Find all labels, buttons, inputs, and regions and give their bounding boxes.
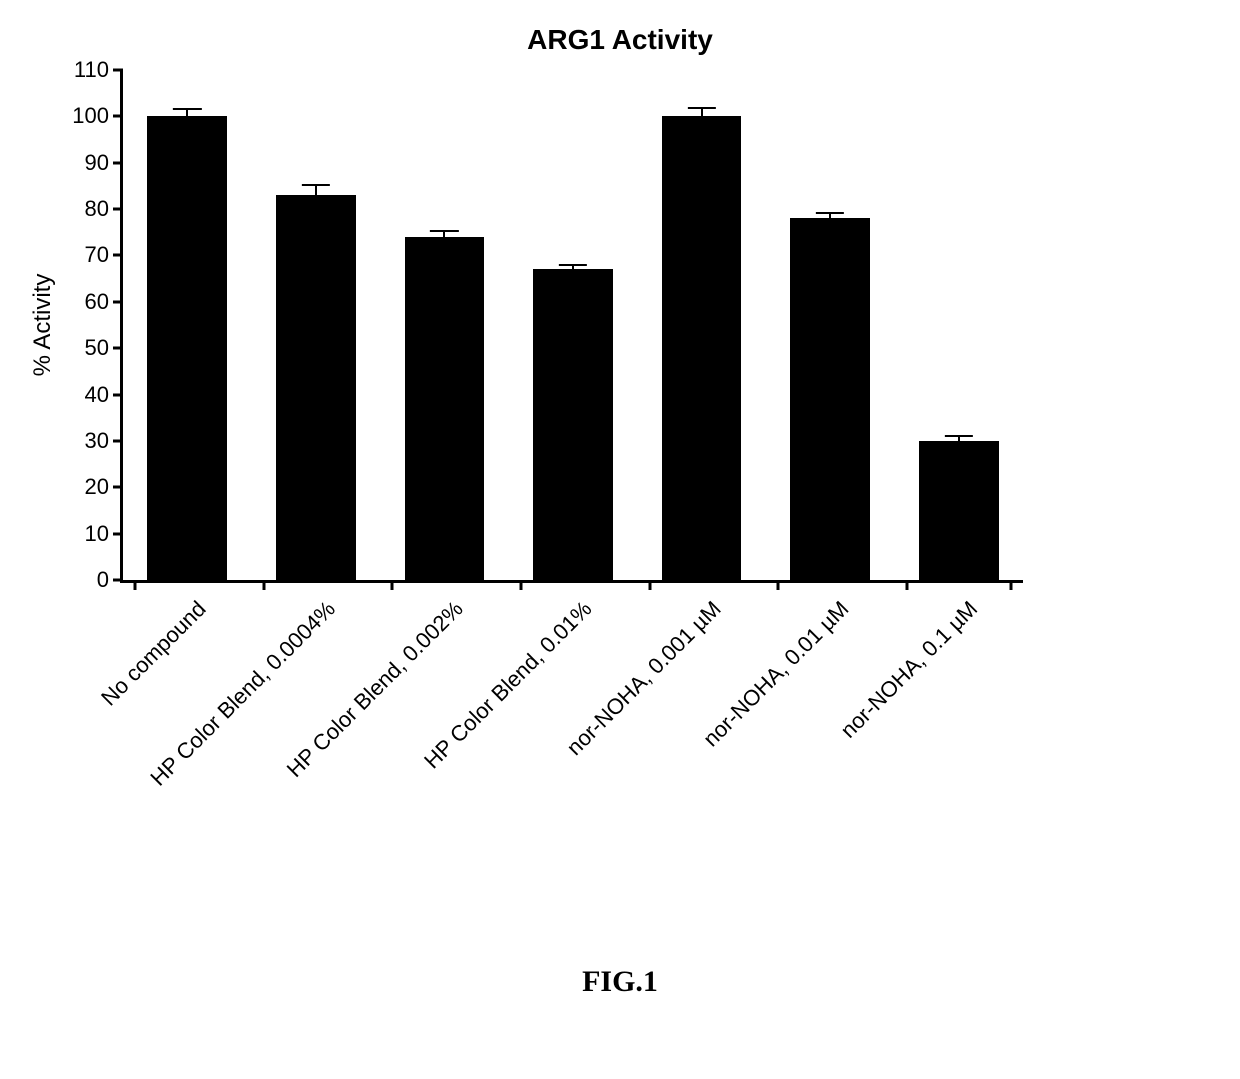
y-tick-label: 80 <box>85 196 109 222</box>
x-tick <box>905 580 908 590</box>
y-tick <box>113 115 123 118</box>
x-tick-label: nor-NOHA, 0.1 µM <box>836 596 984 744</box>
x-tick <box>1009 580 1012 590</box>
y-tick <box>113 439 123 442</box>
bar <box>147 116 227 580</box>
bar <box>919 441 999 580</box>
y-tick-label: 0 <box>97 567 109 593</box>
bar <box>662 116 742 580</box>
y-tick-label: 30 <box>85 428 109 454</box>
x-tick-label: nor-NOHA, 0.01 µM <box>698 596 854 752</box>
x-tick <box>777 580 780 590</box>
x-tick <box>391 580 394 590</box>
x-tick <box>262 580 265 590</box>
chart-title: ARG1 Activity <box>0 24 1240 56</box>
x-tick-label: No compound <box>96 596 211 711</box>
figure: ARG1 Activity % Activity 010203040506070… <box>0 0 1240 1079</box>
y-tick-label: 100 <box>72 103 109 129</box>
x-tick <box>648 580 651 590</box>
error-cap <box>559 264 587 266</box>
error-bar <box>315 185 317 195</box>
y-tick-label: 40 <box>85 382 109 408</box>
y-tick-label: 50 <box>85 335 109 361</box>
y-tick <box>113 69 123 72</box>
error-cap <box>173 108 201 110</box>
y-tick-label: 60 <box>85 289 109 315</box>
y-tick <box>113 161 123 164</box>
bar <box>405 237 485 580</box>
plot-area: % Activity 0102030405060708090100110No c… <box>120 70 1023 583</box>
y-tick <box>113 393 123 396</box>
error-bar <box>701 108 703 116</box>
bar <box>533 269 613 580</box>
error-cap <box>816 212 844 214</box>
figure-caption: FIG.1 <box>0 965 1240 999</box>
y-tick-label: 110 <box>74 57 109 83</box>
y-tick-label: 10 <box>85 521 109 547</box>
error-cap <box>430 230 458 232</box>
x-tick <box>134 580 137 590</box>
y-tick <box>113 347 123 350</box>
error-bar <box>186 109 188 116</box>
y-tick <box>113 208 123 211</box>
y-tick <box>113 532 123 535</box>
y-tick <box>113 254 123 257</box>
y-tick-label: 20 <box>85 474 109 500</box>
bar <box>790 218 870 580</box>
error-cap <box>687 107 715 109</box>
y-tick-label: 70 <box>85 242 109 268</box>
error-cap <box>945 435 973 437</box>
y-tick <box>113 579 123 582</box>
y-axis-label: % Activity <box>29 274 57 377</box>
bar <box>276 195 356 580</box>
x-tick <box>519 580 522 590</box>
y-tick-label: 90 <box>85 150 109 176</box>
y-tick <box>113 486 123 489</box>
y-tick <box>113 300 123 303</box>
error-cap <box>302 184 330 186</box>
